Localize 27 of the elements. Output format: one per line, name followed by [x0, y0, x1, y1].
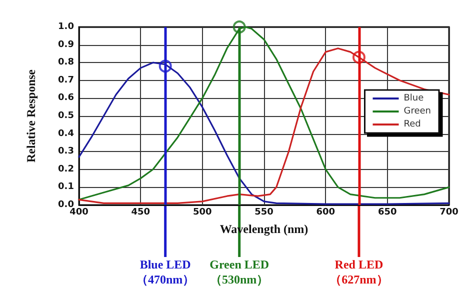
x-tick-label: 450 [131, 208, 150, 218]
x-tick-label: 400 [70, 208, 88, 218]
y-tick-label: 0.1 [58, 182, 74, 192]
x-tick-label: 700 [440, 208, 458, 218]
ref-line-label: Blue LED （470nm） [136, 258, 195, 286]
y-tick-label: 0.3 [58, 146, 74, 157]
y-tick-label: 0.7 [58, 75, 74, 86]
legend-label: Green [404, 106, 432, 116]
y-tick-label: 0.4 [58, 128, 74, 139]
ref-line-label: Red LED （627nm） [330, 258, 388, 286]
point [232, 20, 246, 34]
y-tick-label: 0.6 [58, 93, 74, 104]
y-tick-label: 0.9 [58, 40, 74, 50]
legend-label: Red [404, 120, 421, 130]
x-tick-label: 550 [254, 208, 274, 218]
x-tick-label: 500 [192, 208, 212, 218]
ref-line-label: Green LED （530nm） [210, 258, 270, 286]
x-tick-label: 600 [316, 208, 336, 218]
y-tick-label: 0.5 [58, 111, 74, 121]
point [352, 50, 366, 64]
y-tick-label: 1.0 [58, 22, 74, 32]
legend-label: Blue [404, 94, 424, 104]
y-axis-title: Relative Response [24, 68, 38, 162]
y-tick-label: 0.8 [58, 58, 74, 68]
y-tick-label: 0.2 [58, 164, 74, 174]
x-tick-label: 650 [378, 208, 397, 218]
point [158, 60, 172, 73]
